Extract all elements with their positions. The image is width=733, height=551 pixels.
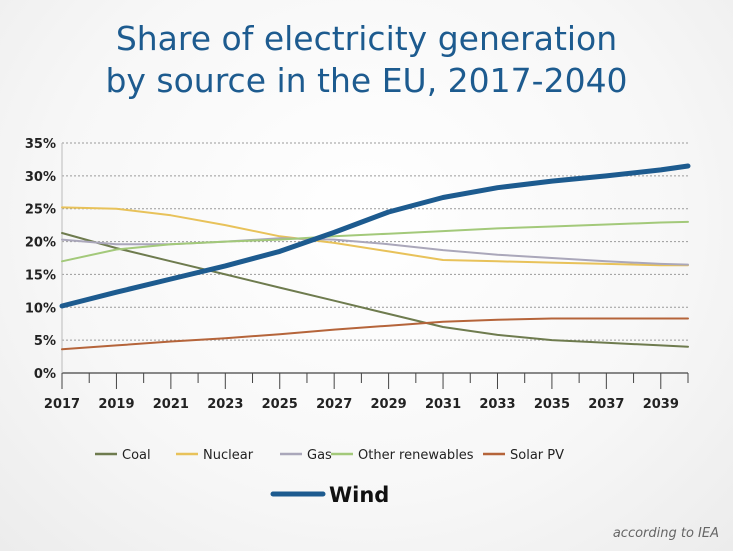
source-footnote: according to IEA bbox=[612, 526, 719, 541]
series-lines bbox=[59, 163, 691, 351]
x-tick-label: 2031 bbox=[425, 397, 461, 412]
x-tick-label: 2025 bbox=[262, 397, 298, 412]
series-line-gas bbox=[61, 237, 689, 266]
x-tick-label: 2033 bbox=[479, 397, 515, 412]
y-tick-label: 15% bbox=[25, 268, 56, 283]
y-tick-label: 0% bbox=[34, 367, 56, 382]
chart-title: Share of electricity generation by sourc… bbox=[0, 18, 733, 102]
series-line-wind bbox=[59, 163, 691, 309]
x-tick-label: 2039 bbox=[643, 397, 679, 412]
axes: 0% 5% 10% 15% 20% 25% 30% 35% 2017 2019 2021 2023 20… bbox=[25, 137, 689, 412]
chart-title-line-1: Share of electricity generation bbox=[115, 19, 618, 58]
series-line-other-renewables bbox=[61, 220, 689, 263]
legend: Coal Nuclear Gas Other renewables Solar PV Wi… bbox=[95, 448, 564, 507]
legend-label-wind: Wind bbox=[329, 483, 389, 507]
y-tick-label: 30% bbox=[25, 170, 56, 185]
x-tick-label: 2037 bbox=[588, 397, 624, 412]
legend-label-nuclear: Nuclear bbox=[203, 448, 254, 463]
series-line-nuclear bbox=[61, 206, 689, 267]
y-tick-label: 35% bbox=[25, 137, 56, 152]
x-tick-label: 2023 bbox=[207, 397, 243, 412]
y-tick-label: 25% bbox=[25, 203, 56, 218]
legend-label-other-renewables: Other renewables bbox=[358, 448, 474, 463]
x-tick-label: 2021 bbox=[153, 397, 189, 412]
legend-label-gas: Gas bbox=[307, 448, 332, 463]
series-line-solar-pv bbox=[61, 317, 689, 351]
y-tick-label: 10% bbox=[25, 301, 56, 316]
x-tick-label: 2035 bbox=[534, 397, 570, 412]
x-tick-label: 2027 bbox=[316, 397, 352, 412]
y-tick-label: 20% bbox=[25, 236, 56, 251]
x-tick-label: 2029 bbox=[371, 397, 407, 412]
series-line-coal bbox=[61, 232, 689, 348]
legend-label-solar-pv: Solar PV bbox=[510, 448, 564, 463]
legend-label-coal: Coal bbox=[122, 448, 151, 463]
chart-title-line-2: by source in the EU, 2017-2040 bbox=[105, 61, 628, 100]
x-tick-label: 2019 bbox=[98, 397, 134, 412]
x-tick-label: 2017 bbox=[44, 397, 80, 412]
y-tick-label: 5% bbox=[34, 334, 56, 349]
